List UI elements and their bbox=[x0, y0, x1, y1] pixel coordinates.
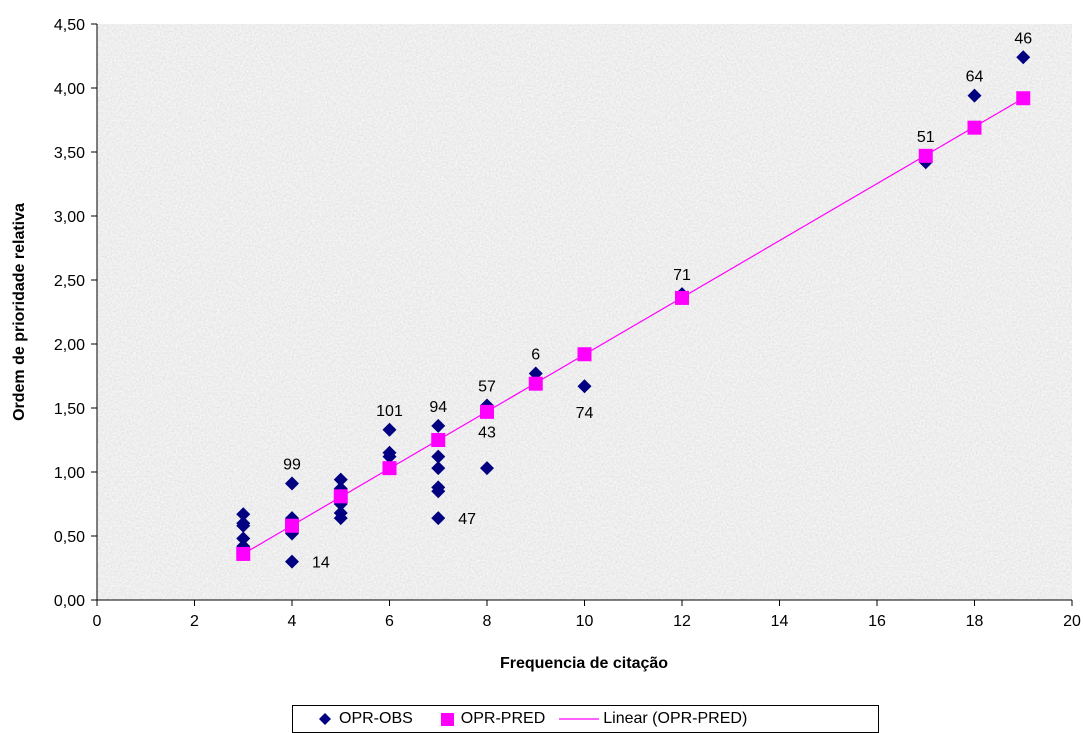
x-tick-label: 18 bbox=[966, 613, 984, 630]
obs-point bbox=[236, 531, 251, 546]
y-tick-label: 2,50 bbox=[54, 273, 85, 290]
point-annotation: 6 bbox=[531, 346, 540, 363]
pred-point bbox=[967, 120, 982, 135]
y-axis-title: Ordem de prioridade relativa bbox=[11, 203, 28, 421]
obs-point bbox=[431, 484, 446, 499]
y-tick-label: 3,00 bbox=[54, 209, 85, 226]
pred-point bbox=[431, 433, 446, 447]
x-tick-label: 6 bbox=[385, 613, 394, 630]
x-tick-label: 4 bbox=[288, 613, 297, 630]
x-tick-label: 14 bbox=[771, 613, 789, 630]
legend-label-obs: OPR-OBS bbox=[339, 710, 413, 727]
y-tick-label: 1,50 bbox=[54, 401, 85, 418]
legend-item-obs: OPR-OBS bbox=[317, 710, 413, 728]
point-annotation: 71 bbox=[673, 267, 691, 284]
x-tick-label: 20 bbox=[1063, 613, 1081, 630]
line-marker-icon bbox=[559, 718, 600, 720]
pred-point bbox=[382, 461, 397, 476]
pred-point bbox=[577, 347, 592, 362]
legend-item-pred: OPR-PRED bbox=[439, 710, 545, 728]
obs-point bbox=[431, 418, 446, 433]
x-tick-label: 10 bbox=[576, 613, 594, 630]
y-tick-label: 1,00 bbox=[54, 465, 85, 482]
obs-point bbox=[236, 518, 251, 533]
point-annotation: 47 bbox=[458, 511, 476, 528]
scatter-chart: 0 2 4 6 8 10 12 14 16 18 200,000,501,001,502,002,5… bbox=[11, 17, 1081, 672]
point-annotation: 99 bbox=[283, 457, 301, 474]
legend-label-pred: OPR-PRED bbox=[460, 710, 546, 727]
pred-point bbox=[333, 489, 348, 504]
x-tick-label: 2 bbox=[190, 613, 199, 630]
pred-point bbox=[528, 376, 543, 391]
y-tick-label: 3,50 bbox=[54, 145, 85, 162]
obs-point bbox=[333, 511, 348, 526]
square-marker-icon bbox=[440, 713, 454, 726]
obs-point bbox=[1016, 50, 1031, 65]
x-tick-label: 16 bbox=[868, 613, 886, 630]
y-tick-label: 2,00 bbox=[54, 337, 85, 354]
point-annotation: 57 bbox=[478, 378, 496, 395]
pred-point bbox=[480, 404, 494, 419]
obs-point bbox=[480, 461, 494, 476]
x-axis-title: Frequencia de citação bbox=[500, 655, 668, 672]
point-annotation: 101 bbox=[376, 403, 403, 420]
legend-item-linear: Linear (OPR-PRED) bbox=[557, 710, 747, 728]
point-annotation: 74 bbox=[576, 405, 594, 422]
pred-point bbox=[1016, 91, 1031, 106]
obs-point bbox=[285, 476, 299, 491]
y-tick-label: 0,00 bbox=[54, 593, 85, 610]
obs-point bbox=[333, 472, 348, 487]
obs-point bbox=[431, 511, 446, 526]
y-tick-label: 4,00 bbox=[54, 81, 85, 98]
x-tick-label: 8 bbox=[483, 613, 492, 630]
obs-point bbox=[285, 554, 299, 569]
point-annotation: 94 bbox=[429, 399, 447, 416]
pred-point bbox=[675, 290, 689, 305]
obs-point bbox=[431, 449, 446, 464]
point-annotation: 46 bbox=[1014, 30, 1032, 47]
pred-point bbox=[285, 518, 299, 533]
point-annotation: 64 bbox=[966, 69, 984, 86]
trend-line bbox=[242, 97, 1024, 555]
point-annotation: 51 bbox=[917, 129, 935, 146]
obs-point bbox=[431, 461, 446, 476]
point-annotation: 43 bbox=[478, 424, 496, 441]
x-tick-label: 12 bbox=[673, 613, 691, 630]
obs-point bbox=[382, 449, 397, 464]
diamond-marker-icon bbox=[319, 713, 331, 725]
pred-point bbox=[918, 148, 933, 163]
obs-point bbox=[236, 507, 251, 522]
obs-point bbox=[382, 422, 397, 437]
y-tick-label: 4,50 bbox=[54, 17, 85, 34]
legend: OPR-OBS OPR-PRED Linear (OPR-PRED) bbox=[292, 705, 879, 733]
point-annotation: 14 bbox=[312, 555, 330, 572]
x-tick-label: 0 bbox=[93, 613, 102, 630]
y-tick-label: 0,50 bbox=[54, 529, 85, 546]
obs-point bbox=[577, 379, 592, 394]
plot-area-texture bbox=[97, 24, 1072, 600]
legend-label-linear: Linear (OPR-PRED) bbox=[603, 710, 748, 727]
obs-point bbox=[967, 88, 982, 103]
pred-point bbox=[236, 546, 251, 561]
